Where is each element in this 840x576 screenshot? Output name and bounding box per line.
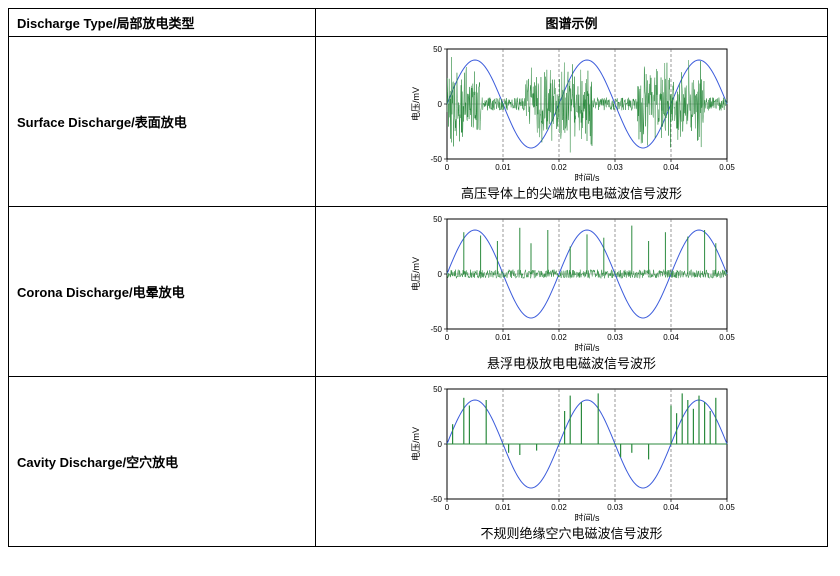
discharge-type-label: Surface Discharge/表面放电 [9, 37, 316, 207]
svg-text:0.05: 0.05 [719, 163, 735, 172]
discharge-type-label: Corona Discharge/电晕放电 [9, 207, 316, 377]
svg-text:0.01: 0.01 [495, 163, 511, 172]
svg-text:-50: -50 [430, 495, 442, 504]
table-row: Cavity Discharge/空穴放电 0 0.01 0.02 0.03 0.04 0.… [9, 377, 828, 547]
svg-text:电压/mV: 电压/mV [410, 427, 421, 461]
svg-text:时间/s: 时间/s [574, 172, 600, 181]
svg-text:0: 0 [437, 440, 442, 449]
svg-text:电压/mV: 电压/mV [410, 87, 421, 121]
svg-text:0.02: 0.02 [551, 333, 567, 342]
header-chart: 图谱示例 [316, 9, 828, 37]
svg-text:0.05: 0.05 [719, 333, 735, 342]
chart-cell: 00.010.020.030.040.05-50050时间/s电压/mV不规则绝… [316, 377, 828, 547]
svg-text:0: 0 [437, 270, 442, 279]
svg-text:0.01: 0.01 [495, 333, 511, 342]
svg-text:0.01: 0.01 [495, 503, 511, 512]
svg-text:0.05: 0.05 [719, 503, 735, 512]
svg-text:0: 0 [444, 503, 449, 512]
svg-text:0: 0 [437, 100, 442, 109]
header-type: Discharge Type/局部放电类型 [9, 9, 316, 37]
discharge-table: Discharge Type/局部放电类型 图谱示例 Surface Disch… [8, 8, 828, 547]
waveform-chart: 00.010.020.030.040.05-50050时间/s电压/mV [402, 41, 742, 181]
waveform-chart: 00.010.020.030.040.05-50050时间/s电压/mV [402, 211, 742, 351]
svg-text:0.03: 0.03 [607, 163, 623, 172]
chart-cell: 00.010.020.030.040.05-50050时间/s电压/mV悬浮电极… [316, 207, 828, 377]
svg-text:50: 50 [433, 215, 442, 224]
svg-text:0: 0 [444, 163, 449, 172]
discharge-type-label: Cavity Discharge/空穴放电 [9, 377, 316, 547]
svg-text:50: 50 [433, 385, 442, 394]
chart-caption: 悬浮电极放电电磁波信号波形 [324, 353, 819, 372]
svg-text:0.04: 0.04 [663, 163, 679, 172]
table-row: Corona Discharge/电晕放电 0 0.01 0.02 0.03 0.04 0.… [9, 207, 828, 377]
svg-text:0.04: 0.04 [663, 333, 679, 342]
svg-text:-50: -50 [430, 325, 442, 334]
svg-text:-50: -50 [430, 155, 442, 164]
svg-text:电压/mV: 电压/mV [410, 257, 421, 291]
chart-caption: 不规则绝缘空穴电磁波信号波形 [324, 523, 819, 542]
svg-text:时间/s: 时间/s [574, 342, 600, 351]
chart-cell: 00.010.020.030.040.05-50050时间/s电压/mV高压导体… [316, 37, 828, 207]
svg-text:50: 50 [433, 45, 442, 54]
svg-text:0.03: 0.03 [607, 503, 623, 512]
svg-text:时间/s: 时间/s [574, 512, 600, 521]
svg-text:0: 0 [444, 333, 449, 342]
chart-caption: 高压导体上的尖端放电电磁波信号波形 [324, 183, 819, 202]
waveform-chart: 00.010.020.030.040.05-50050时间/s电压/mV [402, 381, 742, 521]
svg-text:0.02: 0.02 [551, 163, 567, 172]
svg-text:0.03: 0.03 [607, 333, 623, 342]
svg-text:0.04: 0.04 [663, 503, 679, 512]
table-row: Surface Discharge/表面放电 0 0.01 0.02 0.03 0.04 0… [9, 37, 828, 207]
svg-text:0.02: 0.02 [551, 503, 567, 512]
